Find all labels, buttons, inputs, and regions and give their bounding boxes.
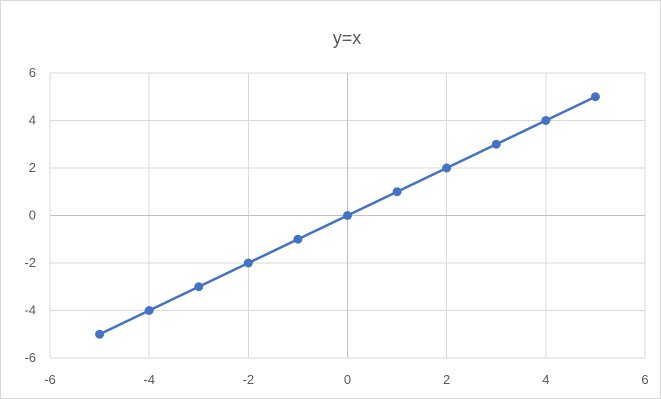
y-tick-label: 6: [29, 65, 36, 80]
y-tick-label: -4: [24, 303, 36, 318]
x-tick-label: 4: [542, 372, 549, 387]
chart-title: y=x: [333, 28, 362, 48]
x-tick-label: -2: [243, 372, 255, 387]
data-point: [194, 282, 204, 292]
y-tick-label: 2: [29, 160, 36, 175]
x-tick-label: -4: [143, 372, 155, 387]
x-tick-label: -6: [44, 372, 56, 387]
data-point: [590, 92, 600, 102]
series-0: [95, 92, 600, 339]
y-tick-label: -6: [24, 350, 36, 365]
y-tick-label: 0: [29, 208, 36, 223]
x-tick-label: 0: [344, 372, 351, 387]
series-layer: [95, 92, 600, 339]
data-point: [491, 139, 501, 149]
data-point: [293, 234, 303, 244]
data-point: [541, 116, 551, 125]
data-point: [343, 211, 352, 220]
x-tick-label: 2: [443, 372, 450, 387]
data-point: [243, 258, 253, 268]
data-point: [95, 329, 105, 339]
y-tick-label: -2: [24, 255, 36, 270]
y-tick-label: 4: [29, 113, 36, 128]
data-point: [144, 306, 154, 315]
data-point: [442, 163, 452, 173]
x-tick-label: 6: [641, 372, 648, 387]
data-point: [392, 187, 402, 197]
tick-labels: -6 -4 -2 0 2 4 6 -6 -4 -2 0 2 4 6: [24, 65, 648, 387]
